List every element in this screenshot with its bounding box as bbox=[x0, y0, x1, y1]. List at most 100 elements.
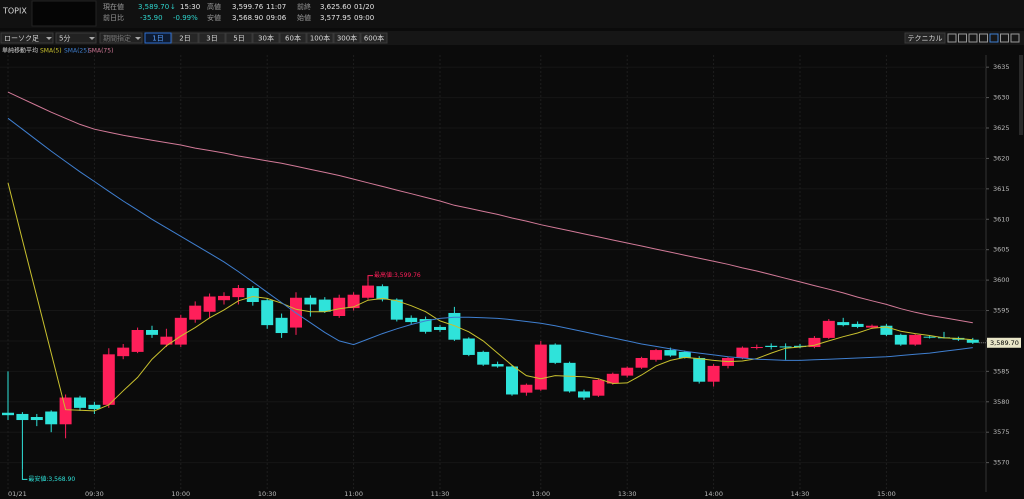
candle-body bbox=[866, 325, 878, 328]
x-tick-label: 15:00 bbox=[877, 490, 896, 498]
candle-body bbox=[203, 296, 216, 312]
tool-icon[interactable] bbox=[989, 33, 999, 43]
candle-body bbox=[966, 339, 979, 343]
range-select-arrow bbox=[135, 37, 141, 40]
x-tick-label: 13:00 bbox=[531, 490, 550, 498]
period-label: 1日 bbox=[152, 35, 163, 43]
candle-body bbox=[462, 338, 475, 355]
quote-cell: 3,625.60 bbox=[320, 3, 351, 11]
period-button[interactable] bbox=[198, 32, 226, 44]
tool-icon[interactable] bbox=[1000, 33, 1009, 43]
legend-entry: SMA(75) bbox=[88, 48, 113, 55]
quote-cell: 15:30 bbox=[180, 3, 200, 11]
candle-body bbox=[376, 286, 389, 300]
candle-body bbox=[592, 379, 605, 396]
y-tick-label: 3605 bbox=[993, 246, 1010, 254]
last-price-tag bbox=[987, 337, 1021, 348]
header-bar bbox=[0, 0, 1024, 28]
candle-body bbox=[189, 305, 202, 320]
tool-icon[interactable] bbox=[947, 33, 957, 43]
y-tick-label: 3595 bbox=[993, 307, 1010, 315]
candle-body bbox=[664, 350, 677, 356]
candle-body bbox=[750, 347, 763, 349]
candle-body bbox=[707, 365, 720, 382]
y-tick-label: 3615 bbox=[993, 185, 1010, 193]
quote-cell: 前日比 bbox=[103, 13, 124, 22]
tool-icon[interactable] bbox=[979, 33, 988, 43]
candle-body bbox=[765, 345, 778, 348]
candle-body bbox=[275, 317, 288, 334]
y-tick-label: 3600 bbox=[993, 276, 1010, 284]
candle-body bbox=[434, 326, 446, 330]
candle-body bbox=[534, 344, 547, 390]
technical-button[interactable] bbox=[904, 32, 946, 44]
range-select[interactable] bbox=[99, 32, 143, 44]
x-tick-label: 11:30 bbox=[431, 490, 450, 498]
period-button[interactable] bbox=[252, 32, 280, 44]
x-tick-label: 01/21 bbox=[8, 490, 27, 498]
low-label: 最安値:3,568.90 bbox=[28, 475, 75, 483]
x-tick-label: 14:30 bbox=[791, 490, 810, 498]
candle-body bbox=[102, 354, 115, 405]
candle-body bbox=[578, 391, 590, 398]
candle-body bbox=[808, 337, 821, 348]
quote-cell: 前終 bbox=[297, 2, 311, 11]
chart-type-select[interactable] bbox=[0, 32, 54, 44]
technical-label: テクニカル bbox=[908, 35, 943, 43]
period-button[interactable] bbox=[171, 32, 199, 44]
candle-body bbox=[563, 362, 576, 392]
period-label: 300本 bbox=[337, 34, 357, 43]
tool-icon[interactable] bbox=[968, 33, 978, 43]
search-box[interactable] bbox=[31, 0, 97, 27]
scrollbar[interactable] bbox=[1019, 55, 1023, 135]
chart-type-select-arrow bbox=[46, 37, 52, 40]
y-tick-label: 3625 bbox=[993, 124, 1010, 132]
candle-body bbox=[246, 288, 259, 303]
period-label: 100本 bbox=[310, 34, 330, 43]
last-price-label: 3,589.70 bbox=[990, 339, 1019, 347]
range-select-label: 期間指定 bbox=[103, 34, 131, 43]
candle-body bbox=[693, 357, 706, 382]
period-label: 30本 bbox=[258, 34, 274, 43]
interval-select-label: 5分 bbox=[59, 34, 70, 43]
candle-body bbox=[88, 404, 101, 410]
x-tick-label: 11:00 bbox=[344, 490, 363, 498]
candle-body bbox=[419, 319, 432, 332]
interval-select[interactable] bbox=[55, 32, 97, 44]
quote-cell: 始値 bbox=[297, 13, 311, 22]
candle-body bbox=[131, 329, 144, 352]
period-label: 600本 bbox=[364, 34, 384, 43]
period-button[interactable] bbox=[225, 32, 253, 44]
quote-cell: 3,599.76 bbox=[232, 3, 264, 11]
period-button[interactable] bbox=[333, 32, 361, 44]
candle-body bbox=[333, 297, 346, 316]
period-button[interactable] bbox=[360, 32, 388, 44]
candle-body bbox=[30, 416, 43, 421]
quote-cell: -0.99% bbox=[173, 14, 198, 22]
candle-body bbox=[347, 294, 360, 309]
candle-body bbox=[362, 285, 374, 298]
x-tick-label: 14:00 bbox=[704, 490, 723, 498]
candle-body bbox=[74, 397, 86, 408]
candle-body bbox=[736, 347, 749, 358]
chart-type-select-label: ローソク足 bbox=[4, 35, 39, 43]
high-marker bbox=[367, 275, 373, 282]
quote-cell: 11:07 bbox=[266, 3, 286, 11]
period-button[interactable] bbox=[144, 32, 172, 44]
candle-body bbox=[2, 412, 14, 416]
candle-body bbox=[880, 325, 893, 335]
quote-cell: -35.90 bbox=[140, 14, 163, 22]
period-button[interactable] bbox=[306, 32, 334, 44]
x-tick-label: 13:30 bbox=[618, 490, 637, 498]
quote-cell: ↓ bbox=[170, 3, 176, 11]
period-button[interactable] bbox=[279, 32, 307, 44]
candle-body bbox=[837, 322, 850, 326]
tool-icon[interactable] bbox=[958, 33, 967, 43]
candle-body bbox=[678, 351, 691, 358]
low-marker bbox=[21, 469, 28, 480]
x-tick-label: 09:30 bbox=[85, 490, 104, 498]
symbol: TOPIX bbox=[2, 7, 27, 16]
tool-icon[interactable] bbox=[1010, 33, 1020, 43]
sma-line bbox=[7, 91, 973, 324]
